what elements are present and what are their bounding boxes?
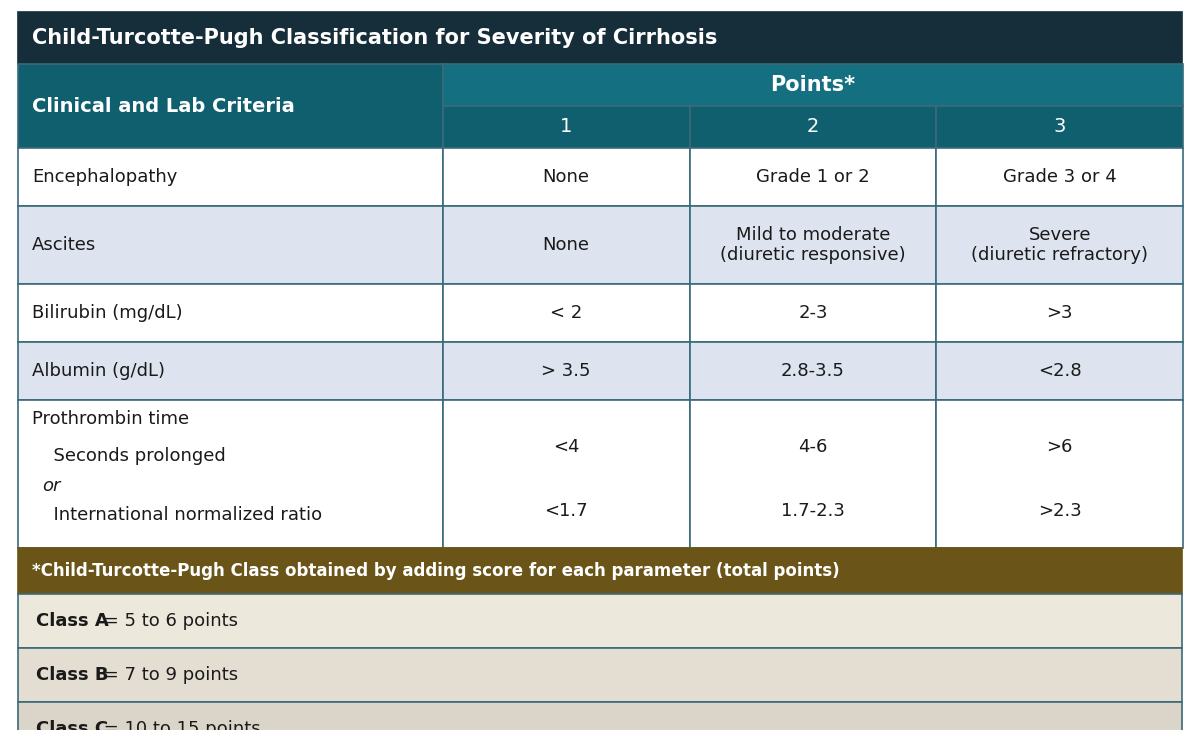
Text: Ascites: Ascites — [32, 236, 96, 254]
Bar — [443, 64, 1183, 106]
Text: Seconds prolonged: Seconds prolonged — [42, 447, 226, 465]
Text: > 3.5: > 3.5 — [541, 362, 590, 380]
Bar — [18, 594, 1182, 648]
Bar — [690, 106, 936, 148]
Text: 4-6: 4-6 — [798, 438, 828, 456]
Text: Prothrombin time: Prothrombin time — [32, 410, 190, 429]
Text: None: None — [542, 168, 589, 186]
Text: Class A: Class A — [36, 612, 109, 630]
Text: 1.7-2.3: 1.7-2.3 — [781, 502, 845, 520]
Bar — [936, 148, 1183, 206]
Text: 2.8-3.5: 2.8-3.5 — [781, 362, 845, 380]
Bar — [443, 148, 690, 206]
Bar — [690, 206, 936, 284]
Bar — [18, 12, 1182, 64]
Text: >3: >3 — [1046, 304, 1073, 322]
Text: < 2: < 2 — [550, 304, 582, 322]
Text: Encephalopathy: Encephalopathy — [32, 168, 178, 186]
Text: None: None — [542, 236, 589, 254]
Text: 2-3: 2-3 — [798, 304, 828, 322]
Bar — [18, 400, 443, 548]
Text: Bilirubin (mg/dL): Bilirubin (mg/dL) — [32, 304, 182, 322]
Text: <1.7: <1.7 — [545, 502, 588, 520]
Bar — [936, 284, 1183, 342]
Text: Clinical and Lab Criteria: Clinical and Lab Criteria — [32, 96, 295, 115]
Text: = 10 to 15 points: = 10 to 15 points — [97, 720, 260, 730]
Bar — [443, 400, 690, 548]
Text: *Child-Turcotte-Pugh Class obtained by adding score for each parameter (total po: *Child-Turcotte-Pugh Class obtained by a… — [32, 562, 840, 580]
Text: International normalized ratio: International normalized ratio — [42, 507, 322, 524]
Text: Class C: Class C — [36, 720, 108, 730]
Bar — [18, 206, 443, 284]
Bar — [443, 284, 690, 342]
Bar — [936, 106, 1183, 148]
Bar — [690, 284, 936, 342]
Bar — [18, 548, 1182, 594]
Bar — [18, 648, 1182, 702]
Text: >2.3: >2.3 — [1038, 502, 1081, 520]
Text: = 5 to 6 points: = 5 to 6 points — [97, 612, 238, 630]
Bar — [936, 206, 1183, 284]
Text: Class B: Class B — [36, 666, 108, 684]
Text: 1: 1 — [560, 118, 572, 137]
Bar — [443, 342, 690, 400]
Text: <2.8: <2.8 — [1038, 362, 1081, 380]
Text: Severe
(diuretic refractory): Severe (diuretic refractory) — [971, 226, 1148, 264]
Text: Albumin (g/dL): Albumin (g/dL) — [32, 362, 166, 380]
Bar — [18, 284, 443, 342]
Bar — [936, 400, 1183, 548]
Bar — [18, 148, 443, 206]
Text: 2: 2 — [806, 118, 820, 137]
Text: Mild to moderate
(diuretic responsive): Mild to moderate (diuretic responsive) — [720, 226, 906, 264]
Text: Grade 3 or 4: Grade 3 or 4 — [1003, 168, 1117, 186]
Text: Points*: Points* — [770, 75, 856, 95]
Text: <4: <4 — [553, 438, 580, 456]
Bar — [690, 342, 936, 400]
Bar — [936, 342, 1183, 400]
Bar — [18, 64, 443, 148]
Text: 3: 3 — [1054, 118, 1066, 137]
Text: = 7 to 9 points: = 7 to 9 points — [97, 666, 238, 684]
Bar — [18, 702, 1182, 730]
Bar — [443, 106, 690, 148]
Text: or: or — [42, 477, 60, 495]
Text: >6: >6 — [1046, 438, 1073, 456]
Bar — [690, 148, 936, 206]
Bar — [690, 400, 936, 548]
Text: Grade 1 or 2: Grade 1 or 2 — [756, 168, 870, 186]
Text: Child-Turcotte-Pugh Classification for Severity of Cirrhosis: Child-Turcotte-Pugh Classification for S… — [32, 28, 718, 48]
Bar — [18, 342, 443, 400]
Bar — [443, 206, 690, 284]
